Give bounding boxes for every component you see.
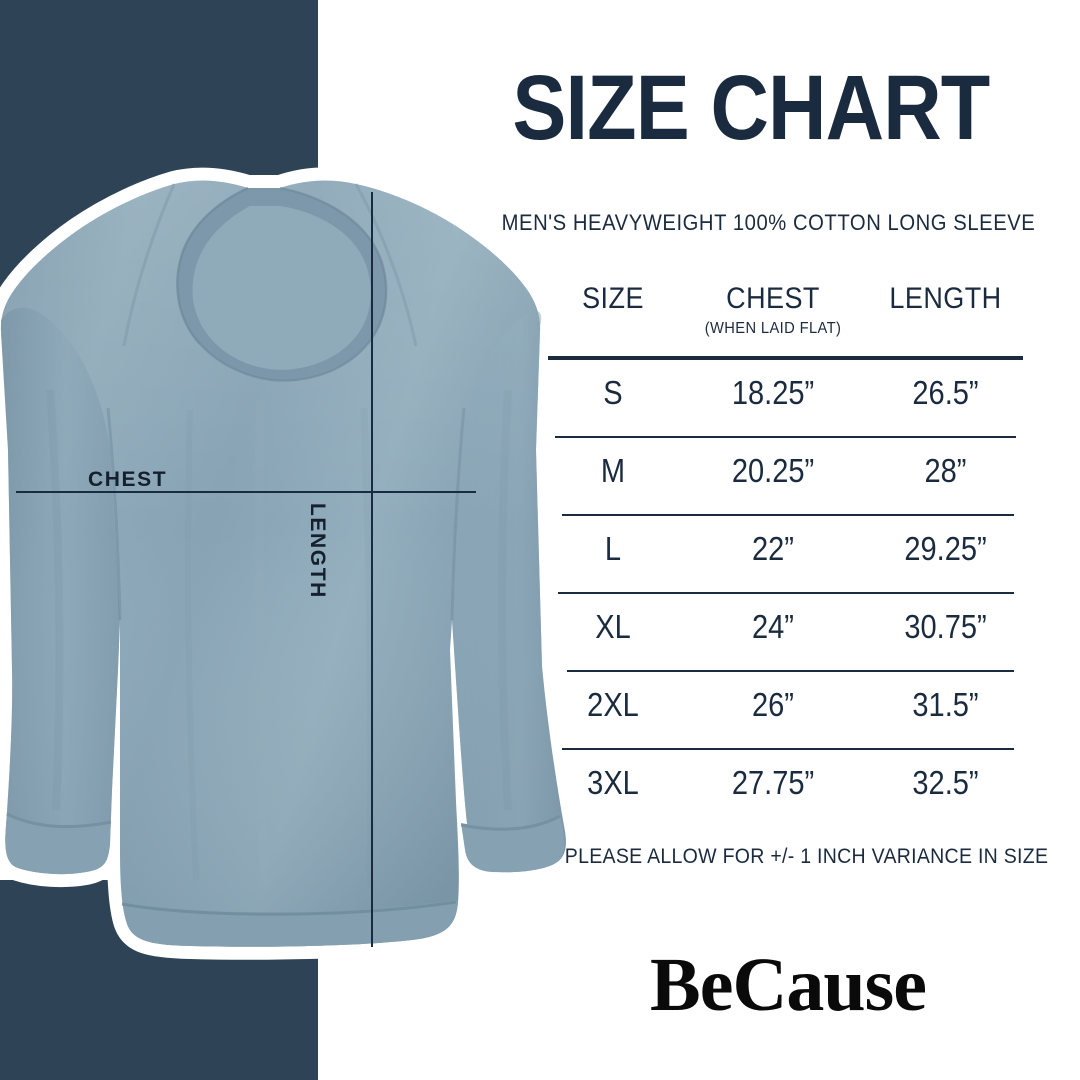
cell-length: 28” (924, 452, 967, 489)
table-row: L 22” 29.25” (548, 516, 1023, 592)
cell-length: 26.5” (912, 374, 979, 411)
table-row-divider (555, 436, 1016, 438)
brand-logo: BeCause (650, 943, 927, 1027)
length-measurement-line (371, 192, 373, 947)
cell-chest: 27.75” (731, 764, 815, 801)
shirt-product-image (0, 150, 580, 960)
chart-content-column: SIZE CHART MEN'S HEAVYWEIGHT 100% COTTON… (480, 0, 1080, 1080)
chest-measurement-label: CHEST (88, 468, 168, 491)
table-row-divider (562, 514, 1014, 516)
cell-length: 32.5” (912, 764, 979, 801)
table-row-divider (567, 670, 1014, 672)
table-row-divider (557, 592, 1014, 594)
variance-footnote: PLEASE ALLOW FOR +/- 1 INCH VARIANCE IN … (564, 845, 1049, 868)
column-header-length: LENGTH (889, 282, 1002, 315)
cell-chest: 20.25” (731, 452, 815, 489)
length-measurement-label: LENGTH (306, 503, 329, 599)
cell-chest: 18.25” (731, 374, 815, 411)
column-subheader-chest: (WHEN LAID FLAT) (704, 320, 842, 337)
page-subtitle: MEN'S HEAVYWEIGHT 100% COTTON LONG SLEEV… (501, 210, 1036, 235)
table-row: 2XL 26” 31.5” (548, 672, 1023, 748)
cell-length: 29.25” (904, 530, 987, 567)
table-row-divider (562, 748, 1014, 750)
cell-chest: 24” (752, 608, 794, 645)
column-header-size: SIZE (582, 282, 644, 315)
cell-length: 31.5” (912, 686, 979, 723)
cell-size: 3XL (587, 764, 639, 801)
cell-chest: 26” (752, 686, 794, 723)
table-row: M 20.25” 28” (548, 438, 1023, 514)
table-row: S 18.25” 26.5” (548, 360, 1023, 436)
table-header-rule (548, 356, 1023, 360)
size-table: SIZE CHEST LENGTH (WHEN LAID FLAT) S 18.… (548, 282, 1023, 826)
page-title: SIZE CHART (512, 57, 990, 159)
table-row: 3XL 27.75” 32.5” (548, 750, 1023, 826)
cell-length: 30.75” (904, 608, 987, 645)
table-row: XL 24” 30.75” (548, 594, 1023, 670)
table-header-row: SIZE CHEST LENGTH (WHEN LAID FLAT) (548, 282, 1023, 356)
column-header-chest: CHEST (726, 282, 820, 315)
cell-size: S (603, 374, 623, 411)
cell-size: L (604, 530, 622, 567)
cell-chest: 22” (752, 530, 794, 567)
cell-size: M (600, 452, 626, 489)
cell-size: XL (595, 608, 631, 645)
cell-size: 2XL (587, 686, 639, 723)
chest-measurement-line (16, 491, 476, 493)
